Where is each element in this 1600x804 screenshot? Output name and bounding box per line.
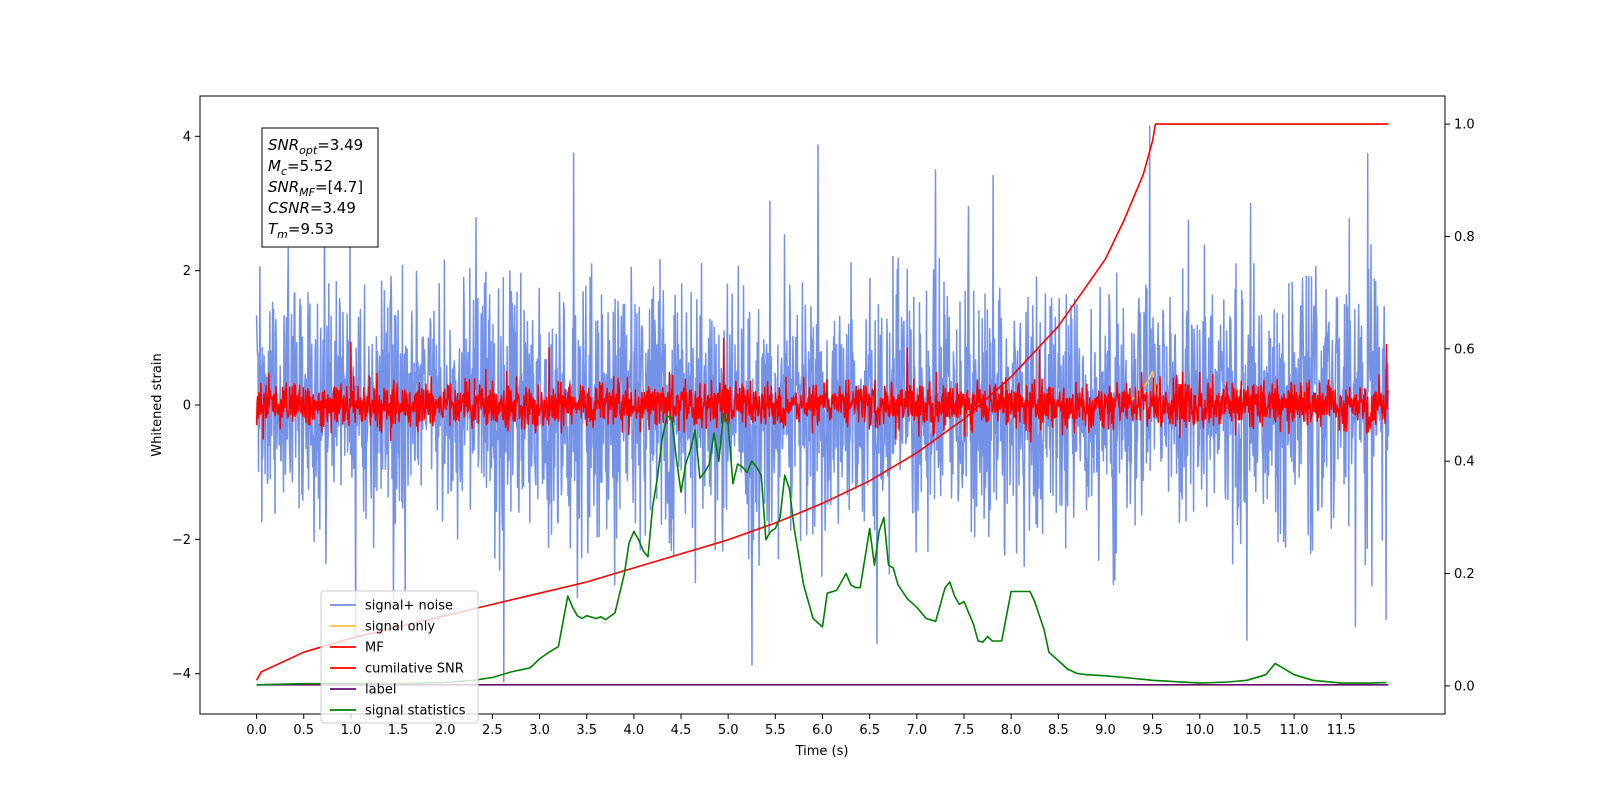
x-tick-label: 7.0 xyxy=(906,723,927,738)
y-tick-label: −2 xyxy=(172,533,191,548)
y2-tick-label: 0.8 xyxy=(1454,230,1475,245)
y-axis-left: −4 −2 0 2 4 xyxy=(172,130,200,682)
y2-tick-label: 0.0 xyxy=(1454,679,1475,694)
x-tick-label: 10.0 xyxy=(1185,723,1214,738)
annotation-line: SNRopt=3.49 xyxy=(268,136,363,157)
annotation-line: CSNR=3.49 xyxy=(268,199,356,217)
x-axis-label: Time (s) xyxy=(795,744,849,759)
x-axis: 0.0 0.5 1.0 1.5 2.0 2.5 3.0 3.5 4.0 4.5 5.0 5.5 6.0 6… xyxy=(246,714,1356,738)
y2-tick-label: 0.4 xyxy=(1454,455,1475,470)
x-tick-label: 3.0 xyxy=(529,723,550,738)
legend-entry: MF xyxy=(365,641,384,656)
legend-entry: cumilative SNR xyxy=(365,662,464,677)
x-tick-label: 9.5 xyxy=(1142,723,1163,738)
y2-tick-label: 0.6 xyxy=(1454,342,1475,357)
series-line-signal-statistics xyxy=(256,412,1387,686)
x-tick-label: 5.0 xyxy=(718,723,739,738)
annotation-line: Mc=5.52 xyxy=(268,157,333,178)
x-tick-label: 2.0 xyxy=(435,723,456,738)
x-tick-label: 0.5 xyxy=(293,723,314,738)
series-line-signal-noise xyxy=(255,125,1390,683)
y2-tick-label: 0.2 xyxy=(1454,567,1475,582)
y-tick-label: −4 xyxy=(172,667,191,682)
x-tick-label: 4.0 xyxy=(624,723,645,738)
legend-frame xyxy=(320,590,479,724)
x-tick-label: 0.0 xyxy=(246,723,267,738)
series-line-mf xyxy=(255,337,1390,443)
x-tick-label: 5.5 xyxy=(765,723,786,738)
y2-tick-label: 1.0 xyxy=(1454,118,1475,133)
x-tick-label: 8.0 xyxy=(1001,723,1022,738)
legend-entry: signal+ noise xyxy=(365,599,453,614)
x-tick-label: 9.0 xyxy=(1095,723,1116,738)
x-tick-label: 4.5 xyxy=(671,723,692,738)
legend-entry: label xyxy=(365,683,396,698)
x-tick-label: 11.5 xyxy=(1327,723,1356,738)
annotation-line: SNRMF=[4.7] xyxy=(268,178,363,199)
x-tick-label: 8.5 xyxy=(1048,723,1069,738)
y-tick-label: 4 xyxy=(183,130,191,145)
x-tick-label: 1.5 xyxy=(388,723,409,738)
x-tick-label: 2.5 xyxy=(482,723,503,738)
annotation-line: Tm=9.53 xyxy=(268,220,334,241)
x-tick-label: 6.0 xyxy=(812,723,833,738)
y-tick-label: 0 xyxy=(183,399,191,414)
legend-entry: signal statistics xyxy=(365,704,466,719)
y-tick-label: 2 xyxy=(183,264,191,279)
x-tick-label: 7.5 xyxy=(954,723,975,738)
x-tick-label: 3.5 xyxy=(576,723,597,738)
x-tick-label: 10.5 xyxy=(1232,723,1261,738)
x-tick-label: 6.5 xyxy=(859,723,880,738)
y-axis-label: Whitened strain xyxy=(150,353,165,456)
x-tick-label: 11.0 xyxy=(1280,723,1309,738)
x-tick-label: 1.0 xyxy=(341,723,362,738)
y-axis-right: 0.0 0.2 0.4 0.6 0.8 1.0 xyxy=(1445,118,1475,694)
legend: signal+ noise signal only MF cumilative SNR… xyxy=(320,590,479,724)
annotation-frame xyxy=(261,127,379,248)
legend-entry: signal only xyxy=(365,620,435,635)
